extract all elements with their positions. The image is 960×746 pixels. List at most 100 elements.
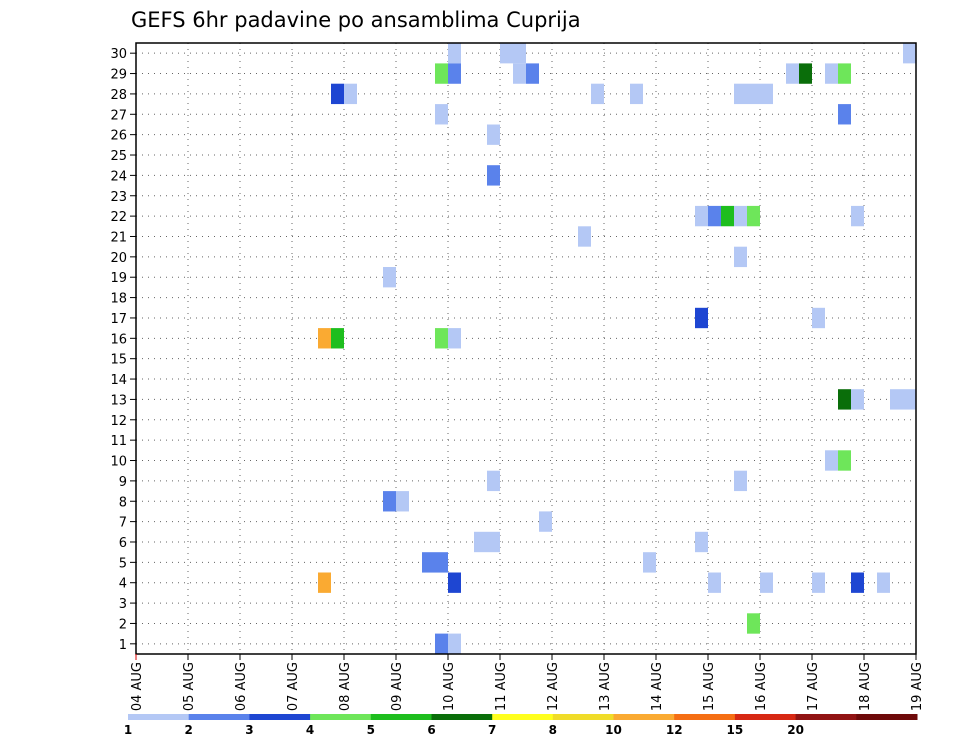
y-tick-label: 22 (110, 210, 127, 225)
data-cell (747, 83, 760, 105)
data-cell (487, 124, 500, 145)
data-cell (513, 43, 526, 64)
y-tick-label: 20 (110, 251, 127, 266)
data-cell (838, 104, 851, 125)
data-cell (318, 572, 331, 593)
y-tick-label: 6 (119, 536, 127, 551)
data-cell (344, 83, 357, 105)
colorbar-label: 15 (727, 723, 744, 737)
y-tick-label: 12 (110, 414, 127, 429)
data-cell (331, 328, 344, 349)
data-cell (760, 83, 773, 105)
y-tick-label: 1 (119, 638, 127, 653)
x-tick-label: 10 AUG (442, 662, 457, 711)
colorbar-label: 5 (367, 723, 375, 737)
data-cell (513, 63, 526, 84)
data-cell (487, 165, 500, 186)
y-tick-label: 23 (110, 190, 127, 205)
data-cell (630, 83, 643, 105)
x-tick-label: 17 AUG (806, 662, 821, 711)
data-cell (760, 572, 773, 593)
y-tick-label: 3 (119, 597, 127, 612)
data-cell (643, 552, 656, 573)
colorbar-segment (249, 714, 311, 720)
data-cell (708, 572, 721, 593)
x-tick-label: 16 AUG (754, 662, 769, 711)
colorbar-segment (431, 714, 493, 720)
y-tick-label: 21 (110, 230, 127, 245)
y-tick-label: 28 (110, 88, 127, 103)
colorbar: 1 2 3 4 5 6 7 8 10 12 15 20 (124, 714, 918, 737)
data-cell (851, 389, 864, 410)
grid-lines (136, 43, 916, 654)
data-cell (799, 63, 812, 84)
data-cell (812, 307, 825, 329)
colorbar-label: 1 (124, 723, 132, 737)
data-cell (734, 470, 747, 492)
colorbar-segment (492, 714, 554, 720)
y-tick-label: 9 (119, 475, 127, 490)
y-tick-label: 15 (110, 353, 127, 368)
data-cell (903, 389, 916, 410)
data-cell (487, 531, 500, 553)
plot-frame (135, 42, 917, 655)
x-tick-label: 07 AUG (286, 662, 301, 711)
data-cell (838, 63, 851, 84)
data-cell (695, 531, 708, 553)
colorbar-label: 7 (488, 723, 496, 737)
data-cell (591, 83, 604, 105)
colorbar-segment (856, 714, 918, 720)
data-cell (383, 267, 396, 288)
data-cell (487, 470, 500, 492)
data-cell (877, 572, 890, 593)
data-cells (318, 43, 916, 654)
data-cell (578, 226, 591, 247)
data-cell (747, 205, 760, 227)
y-tick-label: 13 (110, 393, 127, 408)
colorbar-label: 20 (787, 723, 804, 737)
y-tick-label: 26 (110, 129, 127, 144)
y-tick-label: 17 (110, 312, 127, 327)
colorbar-segment (734, 714, 797, 720)
data-cell (903, 43, 916, 64)
data-cell (448, 572, 461, 593)
y-tick-label: 4 (119, 577, 127, 592)
data-cell (747, 613, 760, 634)
colorbar-segment (674, 714, 736, 720)
colorbar-segment (188, 714, 250, 720)
x-tick-label: 18 AUG (858, 662, 873, 711)
colorbar-segment (310, 714, 372, 720)
data-cell (838, 450, 851, 471)
data-cell (851, 572, 864, 593)
data-cell (838, 389, 851, 410)
data-cell (474, 531, 487, 553)
axes: 1234567891011121314151617181920212223242… (110, 42, 925, 711)
data-cell (318, 328, 331, 349)
data-cell (825, 63, 838, 84)
x-tick-label: 11 AUG (494, 662, 509, 711)
y-tick-label: 10 (110, 455, 127, 470)
data-cell (695, 205, 708, 227)
y-tick-label: 2 (119, 617, 127, 632)
colorbar-segment (128, 714, 190, 720)
data-cell (448, 63, 461, 84)
data-cell (708, 205, 721, 227)
colorbar-segment (795, 714, 857, 720)
data-cell (734, 83, 747, 105)
data-cell (851, 205, 864, 227)
y-tick-label: 7 (119, 516, 127, 531)
x-tick-label: 19 AUG (910, 662, 925, 711)
y-tick-label: 27 (110, 108, 127, 123)
data-cell (721, 205, 734, 227)
x-tick-label: 13 AUG (598, 662, 613, 711)
data-cell (448, 633, 461, 654)
y-tick-label: 19 (110, 271, 127, 286)
data-cell (825, 450, 838, 471)
data-cell (786, 63, 799, 84)
data-cell (500, 43, 513, 64)
y-tick-label: 30 (110, 47, 127, 62)
x-tick-label: 08 AUG (338, 662, 353, 711)
data-cell (422, 552, 435, 573)
colorbar-segment (370, 714, 432, 720)
